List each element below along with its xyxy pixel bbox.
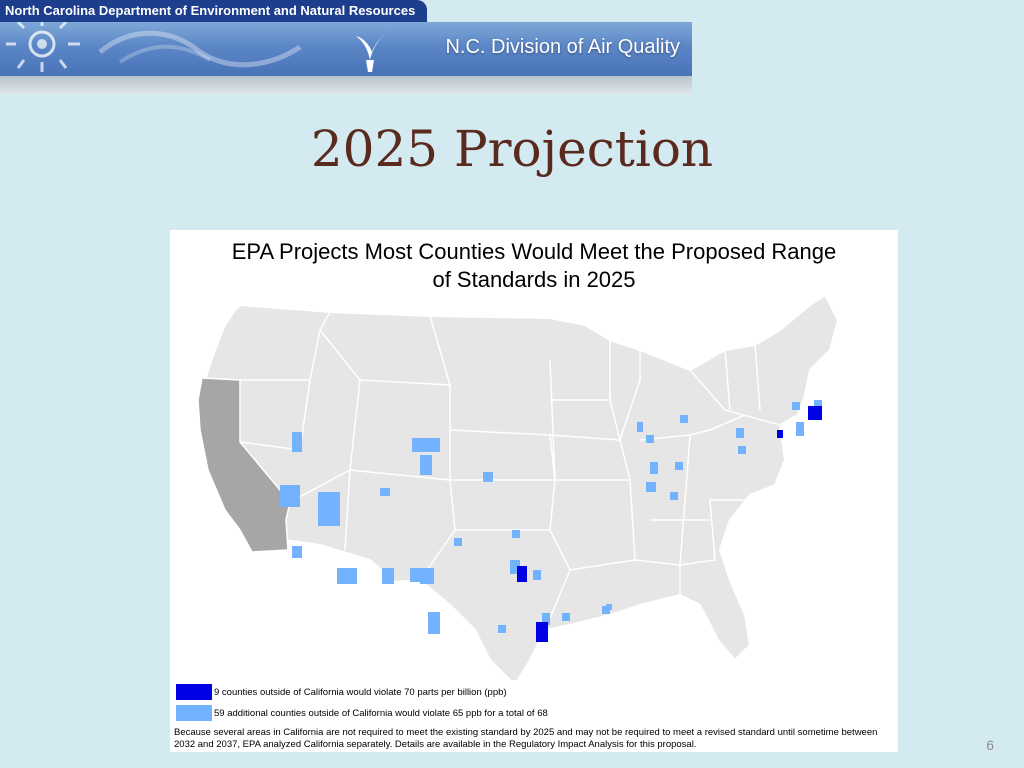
violation-county [380,488,390,496]
violation-county [337,568,357,584]
violation-county [646,482,656,492]
state-borders [239,311,781,631]
violation-county [512,530,520,538]
violation-county [675,462,683,470]
violation-county [510,560,520,574]
violation-county [606,604,612,610]
violation-county [533,570,541,580]
violation-county [680,415,688,423]
bird-icon [356,30,388,72]
header-banner: North Carolina Department of Environment… [0,0,692,96]
violation-county [412,438,440,452]
violation-county [646,435,654,443]
figure-title-line2: of Standards in 2025 [432,267,636,292]
legend-label: 59 additional counties outside of Califo… [214,707,548,719]
violation-county [650,462,658,474]
violation-county [738,446,746,454]
violation-county [796,422,804,436]
violation-county [318,492,340,526]
violation-county [736,428,744,438]
legend-item-70ppb: 9 counties outside of California would v… [176,684,507,700]
violation-county [814,400,822,408]
violation-county [292,546,302,558]
legend-item-65ppb: 59 additional counties outside of Califo… [176,705,548,721]
violation-county [410,568,420,582]
violation-county [292,432,302,452]
slide-title: 2025 Projection [310,120,714,178]
violation-county [670,492,678,500]
page-number: 6 [986,737,994,753]
violation-county [454,538,462,546]
banner-strip: N.C. Division of Air Quality [0,22,692,76]
violation-county [382,568,394,584]
department-name: North Carolina Department of Environment… [0,0,427,22]
counties-violating-70ppb [517,406,822,642]
violation-county [637,422,643,432]
counties-violating-65ppb [280,400,822,634]
violation-county [517,566,527,582]
violation-county [280,485,300,507]
violation-county [420,455,432,475]
division-name: N.C. Division of Air Quality [445,36,680,58]
legend-swatch-dark-blue [176,684,212,700]
figure-title-line1: EPA Projects Most Counties Would Meet th… [231,239,837,264]
violation-county [808,406,822,420]
figure-footnote: Because several areas in California are … [174,727,878,750]
legend-label: 9 counties outside of California would v… [214,686,507,698]
banner-swirl-decoration [6,22,302,72]
map-figure: EPA Projects Most Counties Would Meet th… [170,230,898,752]
violation-county [498,625,506,633]
legend-swatch-light-blue [176,705,212,721]
violation-county [483,472,493,482]
violation-county [777,430,783,438]
figure-title: EPA Projects Most Counties Would Meet th… [170,238,898,294]
us-county-map [197,293,840,680]
violation-county [542,613,550,625]
violation-county [792,402,800,410]
violation-county [420,568,434,584]
violation-county [428,612,440,634]
violation-county [536,622,548,642]
banner-base [0,76,692,94]
violation-county [562,613,570,621]
